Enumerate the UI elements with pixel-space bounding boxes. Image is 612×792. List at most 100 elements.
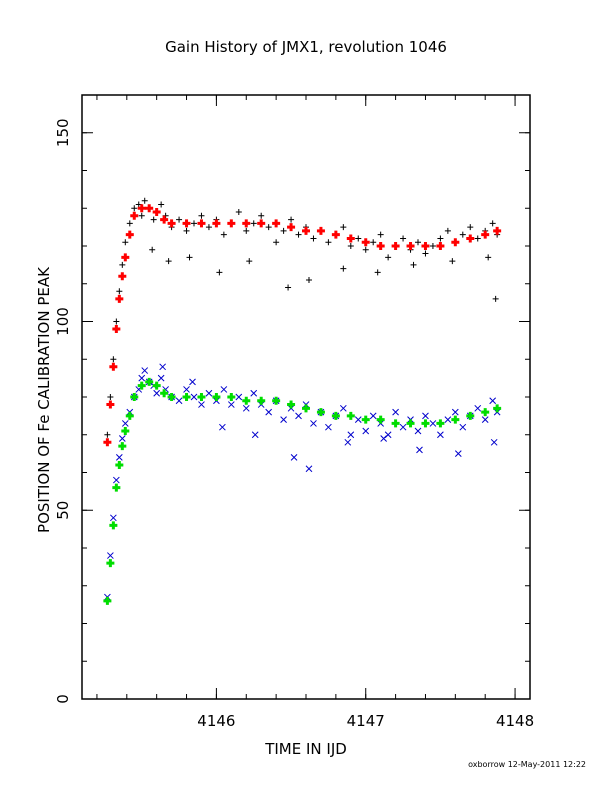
data-point — [137, 204, 146, 213]
data-point — [344, 438, 352, 446]
data-point — [115, 294, 124, 303]
data-point — [176, 216, 183, 223]
data-point — [340, 224, 347, 231]
data-point — [449, 258, 456, 265]
y-tick-label: 150 — [54, 118, 72, 147]
data-point — [126, 220, 133, 227]
data-point — [489, 397, 497, 405]
data-point — [376, 242, 385, 250]
data-point — [369, 412, 377, 420]
data-point — [421, 242, 430, 250]
data-point — [451, 408, 459, 416]
data-point — [466, 234, 475, 243]
data-point — [251, 431, 259, 439]
data-point — [340, 265, 347, 272]
data-point — [399, 423, 407, 431]
data-point — [167, 393, 176, 401]
data-point — [149, 246, 156, 253]
data-point — [216, 269, 223, 276]
data-point — [380, 435, 388, 442]
data-point — [467, 224, 474, 231]
data-point — [459, 231, 466, 238]
data-point — [131, 205, 138, 212]
data-point — [459, 423, 467, 431]
data-point — [150, 216, 157, 223]
data-point — [112, 483, 121, 492]
data-point — [325, 423, 332, 431]
data-point — [451, 415, 460, 424]
data-point — [121, 253, 130, 262]
data-point — [280, 227, 287, 234]
data-point — [490, 438, 498, 446]
data-point — [115, 454, 123, 461]
data-point — [250, 389, 258, 397]
data-point — [257, 219, 266, 228]
data-point — [481, 230, 490, 239]
data-point — [212, 219, 221, 228]
data-point — [436, 419, 445, 428]
data-point — [406, 242, 415, 250]
data-point — [227, 219, 236, 228]
data-point — [421, 419, 430, 428]
data-point — [295, 412, 302, 420]
data-point — [141, 197, 148, 204]
data-point — [138, 212, 145, 219]
data-point — [376, 415, 385, 424]
series-0 — [104, 197, 501, 438]
data-point — [109, 362, 118, 371]
chart-title: Gain History of JMX1, revolution 1046 — [165, 38, 447, 56]
data-point — [347, 243, 354, 249]
data-point — [485, 254, 492, 261]
data-point — [121, 426, 130, 435]
data-point — [109, 521, 118, 530]
data-point — [385, 254, 392, 261]
data-point — [437, 431, 444, 439]
y-tick-label: 100 — [54, 307, 72, 336]
data-point — [416, 446, 423, 454]
data-point — [186, 254, 193, 261]
data-point — [167, 219, 176, 228]
data-point — [118, 442, 127, 451]
data-point — [183, 227, 190, 234]
data-point — [481, 416, 489, 424]
data-point — [370, 239, 377, 246]
data-point — [346, 234, 355, 243]
data-point — [391, 242, 400, 250]
y-tick-label: 50 — [54, 501, 72, 520]
data-point — [157, 374, 165, 382]
data-point — [242, 396, 251, 405]
data-point — [305, 465, 313, 473]
data-point — [220, 231, 227, 238]
data-point — [137, 381, 146, 390]
data-point — [159, 363, 166, 371]
data-point — [160, 215, 169, 224]
data-point — [113, 318, 120, 325]
axis-ticks: 0 50 100 150 4146 4147 4148 — [54, 94, 534, 730]
data-point — [414, 427, 422, 435]
data-point — [190, 393, 198, 401]
data-point — [493, 404, 502, 413]
data-point — [454, 450, 462, 457]
data-point — [406, 419, 415, 428]
data-point — [362, 427, 370, 435]
data-point — [489, 220, 496, 227]
data-point — [265, 224, 272, 231]
data-point — [288, 216, 295, 223]
data-point — [272, 219, 281, 228]
data-point — [220, 386, 228, 393]
data-point — [361, 238, 370, 247]
data-point — [258, 212, 265, 219]
data-point — [103, 596, 112, 605]
data-point — [493, 226, 502, 235]
data-point — [182, 393, 191, 401]
data-point — [316, 226, 325, 235]
data-point — [106, 400, 115, 409]
data-point — [104, 431, 111, 438]
data-point — [189, 378, 196, 386]
data-point — [112, 476, 120, 484]
series-2 — [104, 363, 501, 601]
data-point — [118, 272, 127, 281]
data-point — [361, 415, 370, 424]
data-point — [246, 258, 253, 265]
series-1 — [103, 204, 502, 447]
